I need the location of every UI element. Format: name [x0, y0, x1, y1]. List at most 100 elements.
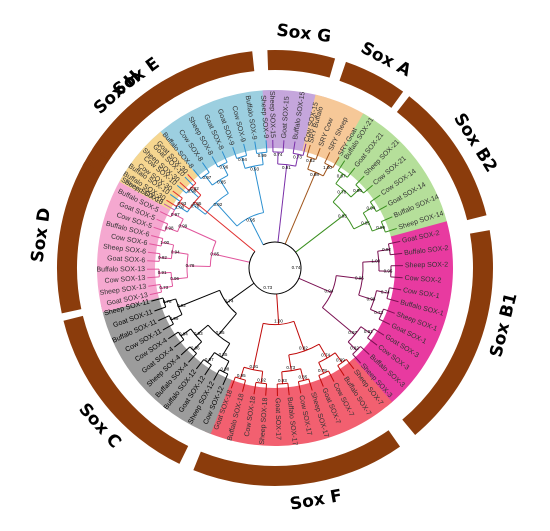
- tree-branch: [160, 285, 173, 289]
- soxF-clade-band: [205, 358, 393, 446]
- tree-branch: [288, 354, 292, 371]
- tree-branch: [188, 353, 197, 363]
- tree-branch: [147, 260, 160, 262]
- tree-branch: [318, 352, 336, 363]
- tree-branch: [324, 152, 331, 164]
- tree-branch: [200, 172, 210, 180]
- tree-branch: [207, 352, 215, 363]
- bootstrap-label: 0.82: [306, 158, 315, 163]
- leaf-label: Buffalo SOX-13: [96, 266, 145, 273]
- soxC-clade-band: [101, 293, 232, 434]
- tree-branch: [239, 367, 245, 379]
- tree-branch: [164, 298, 176, 304]
- tree-branch: [315, 148, 321, 160]
- bootstrap-label: 0.93: [278, 378, 287, 383]
- tree-branch: [370, 308, 382, 315]
- tree-branch: [186, 254, 189, 278]
- bootstrap-label: 0.97: [337, 174, 346, 179]
- tree-branch: [204, 364, 212, 376]
- tree-branch: [335, 183, 352, 198]
- tree-branch: [223, 360, 230, 373]
- tree-branch: [295, 214, 346, 253]
- tree-branch: [383, 308, 395, 314]
- tree-branch: [243, 143, 248, 156]
- bootstrap-label: 0.74: [321, 353, 330, 358]
- bootstrap-label: 0.92: [177, 303, 186, 308]
- bootstrap-label: 0.74: [381, 290, 390, 295]
- tree-branch: [318, 343, 328, 359]
- bootstrap-label: 0.96: [191, 345, 200, 350]
- tree-branch: [192, 204, 206, 215]
- tree-branch: [362, 212, 373, 232]
- tree-branch: [380, 221, 386, 233]
- tree-branch: [322, 165, 330, 177]
- tree-branch: [346, 167, 356, 178]
- soxH-ring-segment: [92, 81, 174, 161]
- tree-branch: [219, 179, 229, 194]
- bootstrap-label: 0.97: [205, 357, 214, 362]
- bootstrap-label: 0.98: [367, 296, 376, 301]
- tree-branch: [360, 346, 370, 355]
- tree-branch: [318, 375, 324, 387]
- bootstrap-label: 1.00: [274, 319, 283, 324]
- tree-branch: [195, 359, 205, 370]
- tree-branch: [230, 376, 236, 389]
- bootstrap-label: 0.85: [298, 375, 307, 380]
- tree-branch: [261, 152, 264, 165]
- tree-branch: [236, 155, 247, 159]
- soxB2-ring-segment: [396, 96, 487, 221]
- bootstrap-label: 0.91: [249, 364, 258, 369]
- tree-branch: [295, 154, 299, 167]
- tree-branch: [217, 161, 228, 168]
- bootstrap-label: 0.73: [286, 365, 295, 370]
- tree-branch: [191, 186, 202, 196]
- tree-branch: [353, 221, 369, 230]
- tree-branch: [297, 381, 302, 394]
- tree-branch: [355, 175, 365, 186]
- tree-branch: [363, 184, 373, 194]
- tree-branch: [387, 243, 391, 255]
- bootstrap-label: 0.94: [171, 249, 180, 254]
- soxC-ring-segment: [63, 315, 189, 464]
- tree-branch: [336, 275, 363, 280]
- soxF-ring-segment: [193, 430, 401, 486]
- tree-branch: [386, 298, 399, 303]
- tree-branch: [222, 164, 229, 176]
- bootstrap-label: 0.96: [355, 276, 364, 281]
- leaf-label: Cow SOX-13: [104, 275, 145, 285]
- tree-branch: [254, 141, 258, 154]
- leaf-label: Goat SOX-6: [107, 255, 146, 264]
- bootstrap-label: 0.96: [219, 164, 228, 169]
- bootstrap-label: 0.95: [384, 268, 393, 273]
- tree-branch: [360, 326, 372, 334]
- leaf-label: Goat SOX-15: [281, 96, 291, 139]
- tree-branch: [252, 323, 264, 370]
- tree-branch: [322, 275, 337, 308]
- bootstrap-label: 0.82: [350, 345, 359, 350]
- bootstrap-label: 0.93: [250, 166, 259, 171]
- tree-branch: [232, 147, 238, 159]
- soxB1-group-label: Sox B1: [486, 291, 521, 359]
- tree-branch: [350, 188, 361, 198]
- tree-branch: [177, 218, 184, 232]
- tree-branch: [370, 194, 381, 203]
- tree-branch: [180, 346, 191, 356]
- bootstrap-label: 0.97: [348, 330, 357, 335]
- tree-branch: [376, 205, 388, 212]
- bootstrap-label: 0.94: [367, 205, 376, 210]
- bootstrap-label: 0.93: [177, 201, 186, 206]
- tree-branch: [192, 341, 202, 351]
- tree-branch: [389, 287, 402, 291]
- bootstrap-values: 1.00 0.98 0.97 0.96 0.94 0.99 0.78 0.85 0.93 0.92…: [158, 152, 393, 383]
- tree-branch: [281, 371, 284, 384]
- bootstrap-label: 0.92: [382, 247, 391, 252]
- tree-branch: [162, 323, 174, 331]
- bootstrap-label: 0.73: [159, 285, 168, 290]
- bootstrap-label: 0.91: [364, 329, 373, 334]
- tree-branch: [149, 291, 162, 296]
- tree-branch: [211, 156, 219, 168]
- tree-branch: [335, 173, 344, 184]
- tree-branch: [147, 251, 160, 255]
- tree-branch: [148, 284, 161, 287]
- bootstrap-label: 0.78: [186, 263, 195, 268]
